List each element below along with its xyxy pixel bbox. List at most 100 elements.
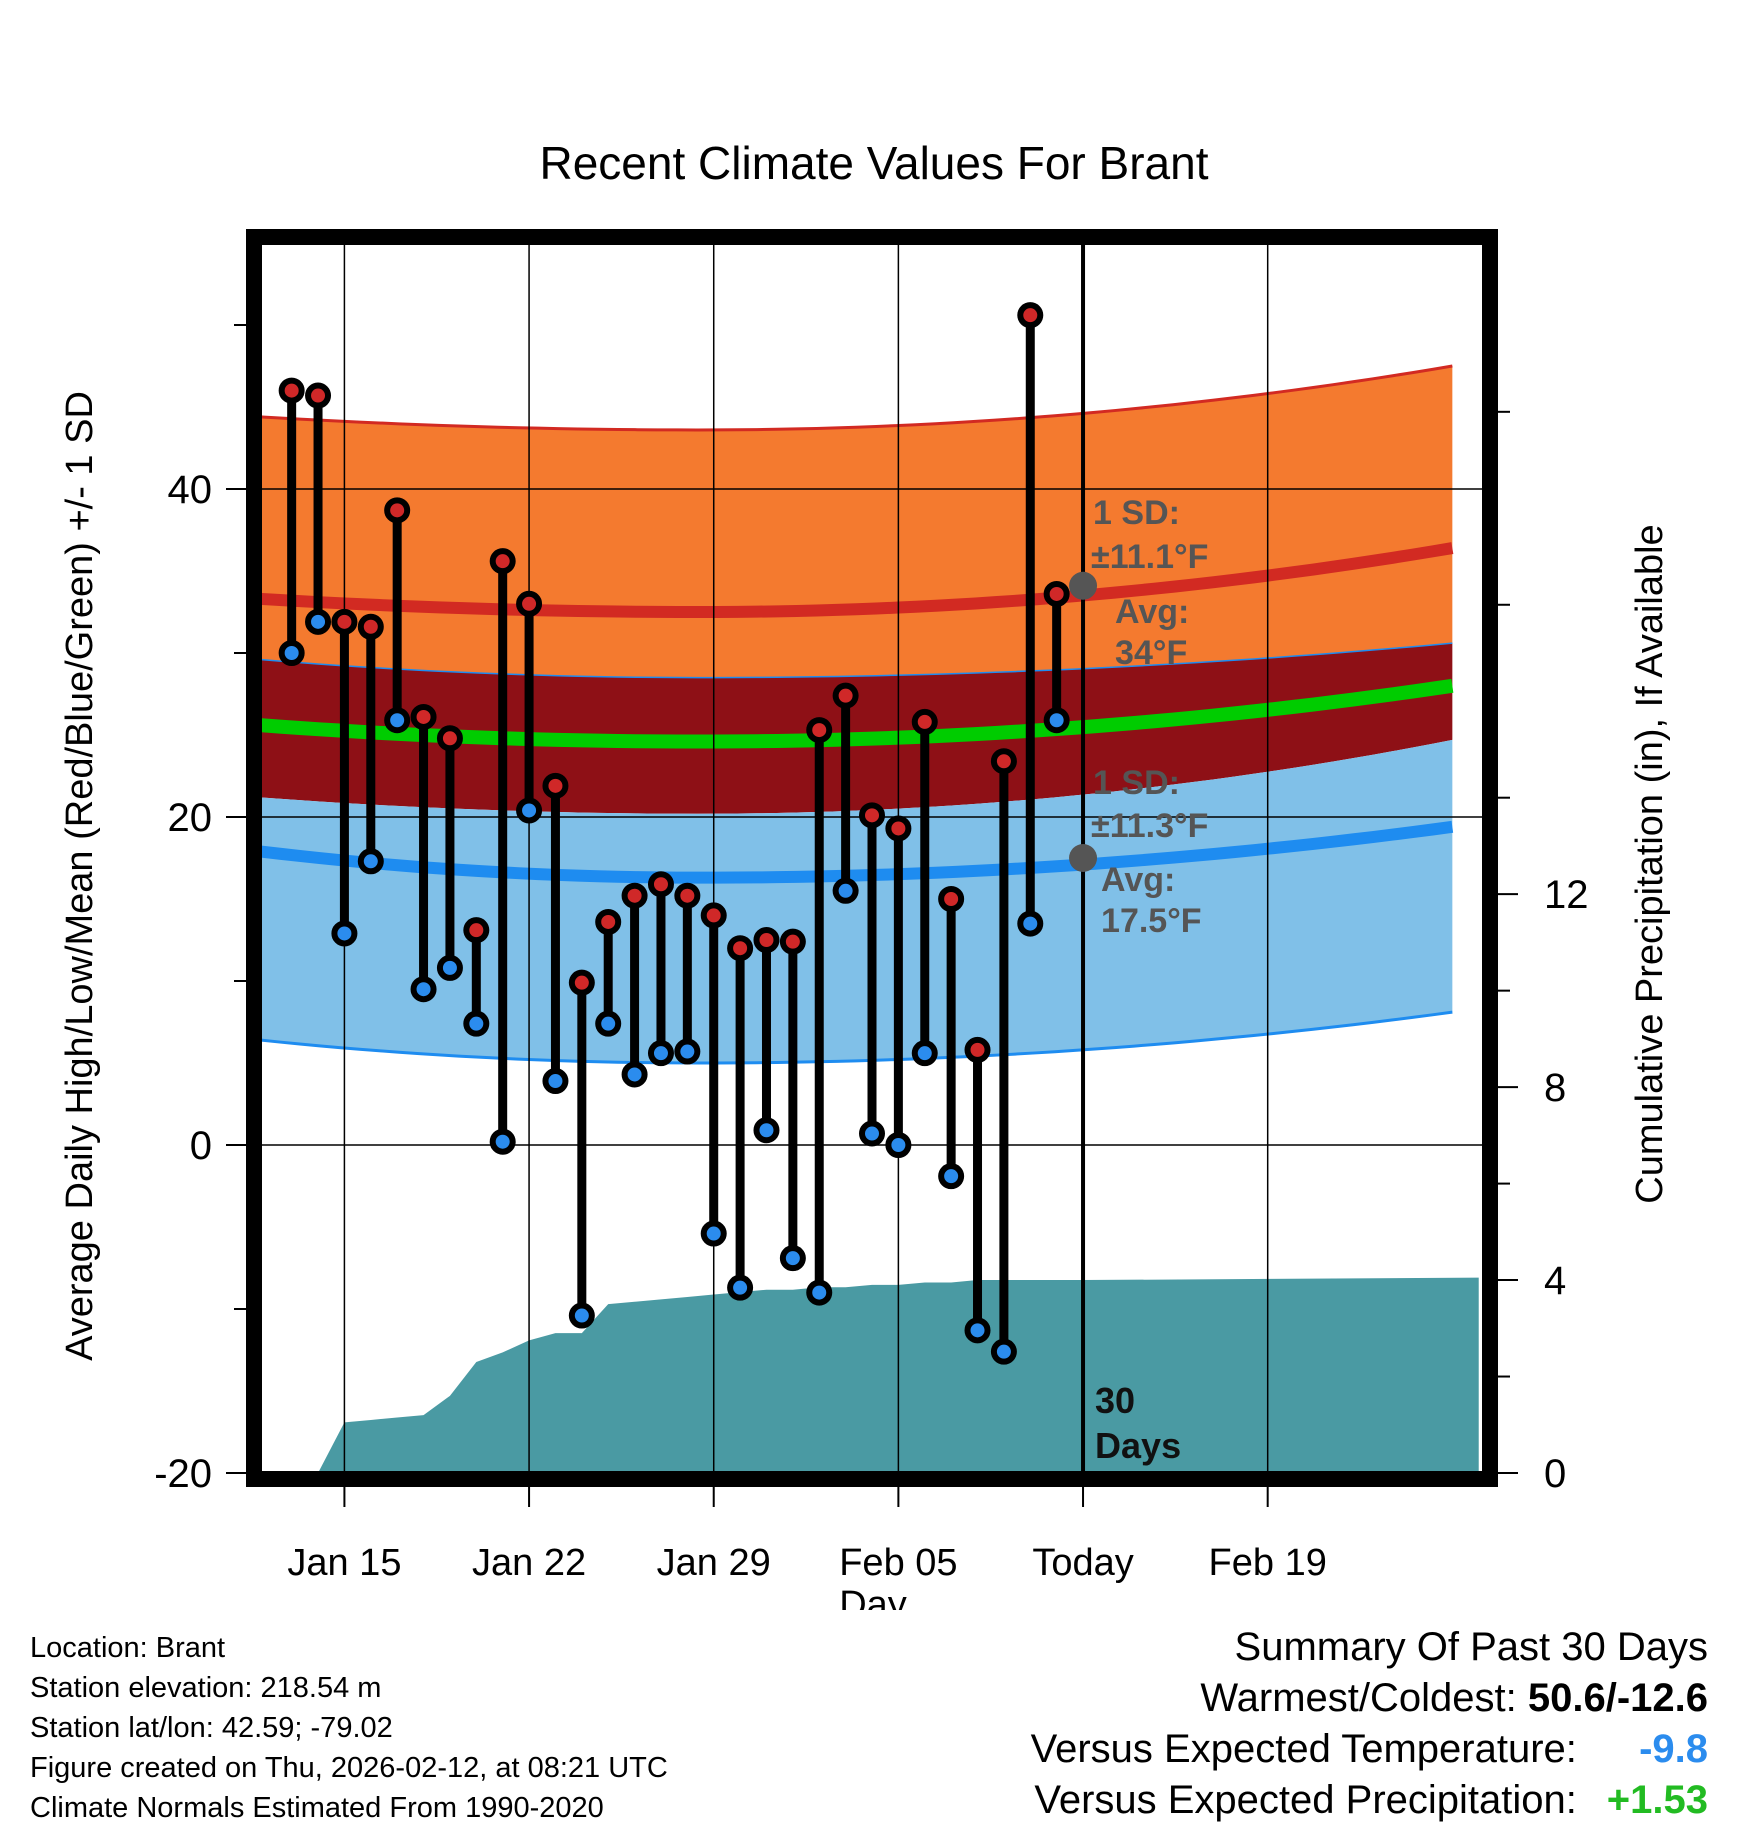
y-tick-label: 20 (168, 796, 213, 840)
obs-high-point (779, 928, 806, 955)
obs-low-point (674, 1038, 701, 1065)
obs-low-point (489, 1128, 516, 1155)
plot-frame (246, 229, 1498, 1487)
obs-high-point (463, 917, 490, 944)
obs-low-point (568, 1302, 595, 1329)
obs-low-point (357, 848, 384, 875)
obs-high-point (885, 815, 912, 842)
window-label-days: Days (1095, 1425, 1181, 1466)
obs-low-point (647, 1040, 674, 1067)
y-tick-label: 0 (190, 1124, 212, 1168)
precip-value: +1.53 (1606, 1778, 1708, 1822)
summary-title: Summary Of Past 30 Days (1234, 1625, 1708, 1669)
obs-low-point (911, 1040, 938, 1067)
obs-low-point (1017, 910, 1044, 937)
obs-high-point (595, 908, 622, 935)
warm-cold-value: 50.6/-12.6 (1527, 1676, 1708, 1720)
x-tick-label: Today (1032, 1542, 1133, 1584)
obs-low-point (621, 1061, 648, 1088)
obs-high-point (542, 772, 569, 799)
normals-text: Climate Normals Estimated From 1990-2020 (30, 1792, 604, 1824)
precip-label: Versus Expected Precipitation: (1034, 1778, 1577, 1822)
obs-low-point (1043, 707, 1070, 734)
summary-warm-cold: Warmest/Coldest: 50.6/-12.6 (1031, 1673, 1708, 1724)
obs-high-point (384, 497, 411, 524)
x-axis-label: Day (839, 1584, 907, 1610)
obs-high-point (410, 703, 437, 730)
obs-low-point (779, 1245, 806, 1272)
high-sd-label: 1 SD: (1093, 494, 1180, 532)
low-sd-value: ±11.3°F (1091, 807, 1208, 845)
obs-low-point (410, 976, 437, 1003)
y-tick-label: 40 (168, 468, 213, 512)
obs-low-point (463, 1010, 490, 1037)
x-tick-label: Jan 15 (287, 1542, 401, 1584)
obs-high-point (990, 748, 1017, 775)
low-avg-value: 17.5°F (1101, 902, 1202, 940)
obs-high-point (964, 1036, 991, 1063)
obs-low-point (806, 1279, 833, 1306)
obs-high-point (516, 590, 543, 617)
summary-temp: Versus Expected Temperature: -9.8 (1031, 1724, 1708, 1775)
obs-low-point (516, 797, 543, 824)
precip-area (291, 1277, 1479, 1473)
y2-tick-label: 0 (1544, 1452, 1566, 1496)
obs-high-point (806, 717, 833, 744)
obs-high-point (305, 382, 332, 409)
mean-sd-band (260, 643, 1453, 814)
obs-low-point (700, 1220, 727, 1247)
low-lower-line (260, 1010, 1453, 1065)
high-upper-line (260, 364, 1453, 432)
window-label-days-count: 30 (1095, 1380, 1135, 1421)
axes: -20 0 20 40 0 4 8 12 Jan 15 Jan 22 Jan 29 Feb 05 Tod… (154, 229, 1589, 1584)
obs-high-point (278, 377, 305, 404)
temp-value: -9.8 (1639, 1727, 1708, 1771)
warm-cold-label: Warmest/Coldest: (1200, 1676, 1517, 1720)
obs-high-point (1043, 580, 1070, 607)
obs-low-point (753, 1117, 780, 1144)
obs-high-point (674, 882, 701, 909)
y-axis-label: Average Daily High/Low/Mean (Red/Blue/Gr… (59, 391, 101, 1361)
obs-low-point (727, 1274, 754, 1301)
latlon-text: Station lat/lon: 42.59; -79.02 (30, 1712, 393, 1744)
obs-high-point (357, 613, 384, 640)
obs-high-point (331, 608, 358, 635)
obs-high-point (436, 725, 463, 752)
y2-tick-label: 12 (1544, 873, 1589, 917)
obs-low-point (832, 877, 859, 904)
obs-low-point (331, 920, 358, 947)
low-avg-marker (1069, 844, 1098, 872)
obs-high-point (859, 802, 885, 829)
x-tick-label: Feb 19 (1209, 1542, 1327, 1584)
x-tick-label: Jan 22 (472, 1542, 586, 1584)
obs-high-point (753, 927, 780, 953)
chart-title: Recent Climate Values For Brant (540, 137, 1209, 189)
y-tick-label: -20 (154, 1452, 212, 1496)
high-sd-value: ±11.1°F (1091, 538, 1208, 576)
high-sd-band (260, 366, 1453, 678)
obs-low-point (885, 1132, 912, 1158)
location-text: Location: Brant (30, 1632, 226, 1664)
low-avg-line (260, 820, 1454, 884)
created-text: Figure created on Thu, 2026-02-12, at 08… (30, 1752, 668, 1784)
y2-tick-label: 4 (1544, 1259, 1566, 1303)
obs-high-point (700, 902, 727, 929)
high-avg-label: Avg: (1115, 593, 1189, 631)
obs-low-point (384, 707, 411, 734)
y2-tick-label: 8 (1544, 1066, 1566, 1110)
low-sd-label: 1 SD: (1093, 764, 1180, 802)
obs-low-point (938, 1163, 965, 1190)
obs-low-point (595, 1010, 622, 1037)
obs-low-point (859, 1120, 885, 1147)
obs-high-point (727, 935, 754, 962)
summary-precip: Versus Expected Precipitation: +1.53 (1031, 1775, 1708, 1826)
station-info: Location: Brant Station elevation: 218.5… (30, 1628, 668, 1828)
high-avg-value: 34°F (1115, 634, 1187, 672)
obs-low-point (305, 608, 332, 635)
obs-high-point (621, 882, 648, 909)
x-tick-label: Feb 05 (839, 1542, 957, 1584)
y2-axis-label: Cumulative Precipitation (in), If Availa… (1629, 524, 1671, 1203)
obs-high-point (489, 548, 516, 575)
obs-low-point (542, 1068, 569, 1095)
